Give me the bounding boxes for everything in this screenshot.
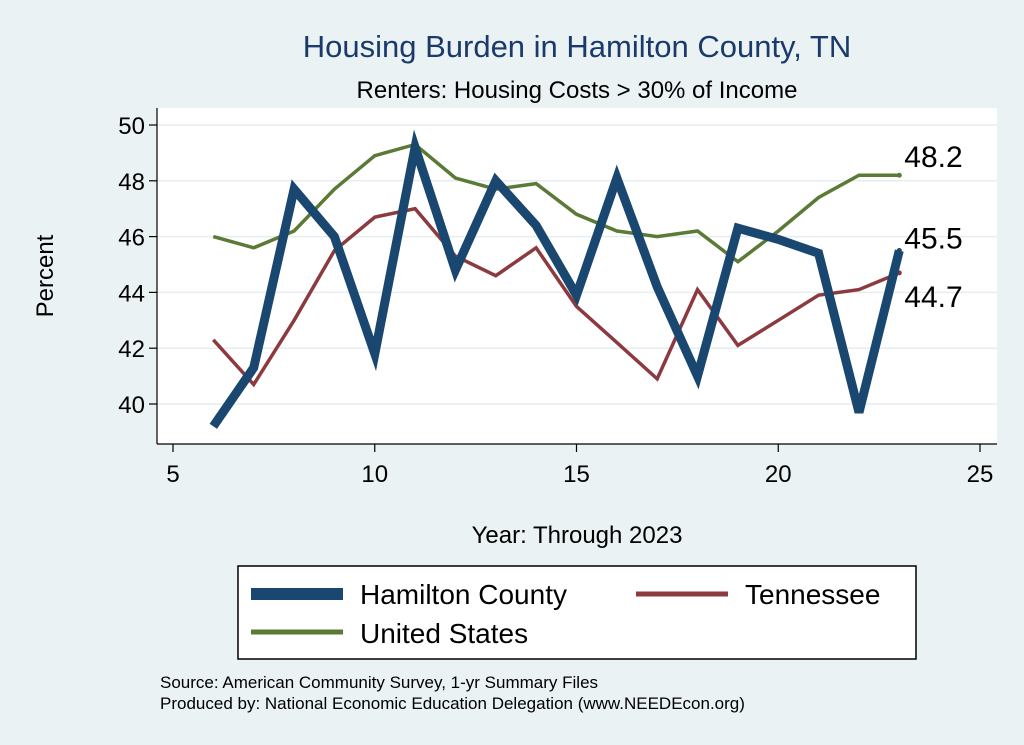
plot-area bbox=[157, 108, 997, 444]
legend-label-hamilton: Hamilton County bbox=[360, 579, 567, 610]
source-note: Source: American Community Survey, 1-yr … bbox=[160, 673, 598, 692]
end-labels: 45.5 44.7 48.2 bbox=[904, 141, 962, 314]
series-group bbox=[209, 129, 904, 429]
x-tick-label-20: 20 bbox=[765, 461, 792, 488]
y-tick-label-50: 50 bbox=[118, 113, 145, 140]
series-line-tennessee bbox=[212, 206, 900, 388]
y-tick-label-46: 46 bbox=[118, 225, 145, 252]
chart-subtitle: Renters: Housing Costs > 30% of Income bbox=[357, 77, 798, 104]
legend-label-united-states: United States bbox=[360, 618, 528, 649]
x-tick-label-10: 10 bbox=[361, 461, 388, 488]
chart-title: Housing Burden in Hamilton County, TN bbox=[303, 29, 852, 64]
y-tick-label-42: 42 bbox=[118, 336, 145, 363]
legend-box bbox=[237, 565, 917, 660]
x-tick-label-15: 15 bbox=[563, 461, 590, 488]
end-label-tennessee: 44.7 bbox=[904, 281, 962, 314]
series-line-united-states bbox=[212, 142, 900, 264]
end-marker-hamilton-county bbox=[896, 248, 902, 254]
x-tick-label-5: 5 bbox=[166, 461, 179, 488]
y-tick-label-40: 40 bbox=[118, 392, 145, 419]
y-axis-label: Percent bbox=[32, 234, 59, 317]
y-tick-label-44: 44 bbox=[118, 280, 145, 307]
end-label-united-states: 48.2 bbox=[904, 141, 962, 174]
legend-label-tennessee: Tennessee bbox=[745, 579, 880, 610]
axes: 40 42 44 46 48 50 5 10 15 20 25 bbox=[118, 108, 997, 488]
series-line-hamilton-county bbox=[209, 129, 904, 429]
x-tick-label-25: 25 bbox=[967, 461, 994, 488]
produced-note: Produced by: National Economic Education… bbox=[160, 694, 745, 713]
legend: Hamilton County Tennessee United States bbox=[237, 565, 917, 660]
y-tick-label-48: 48 bbox=[118, 169, 145, 196]
end-label-hamilton-county: 45.5 bbox=[904, 223, 962, 256]
x-axis-label: Year: Through 2023 bbox=[472, 522, 683, 549]
end-marker-united-states bbox=[896, 172, 902, 178]
